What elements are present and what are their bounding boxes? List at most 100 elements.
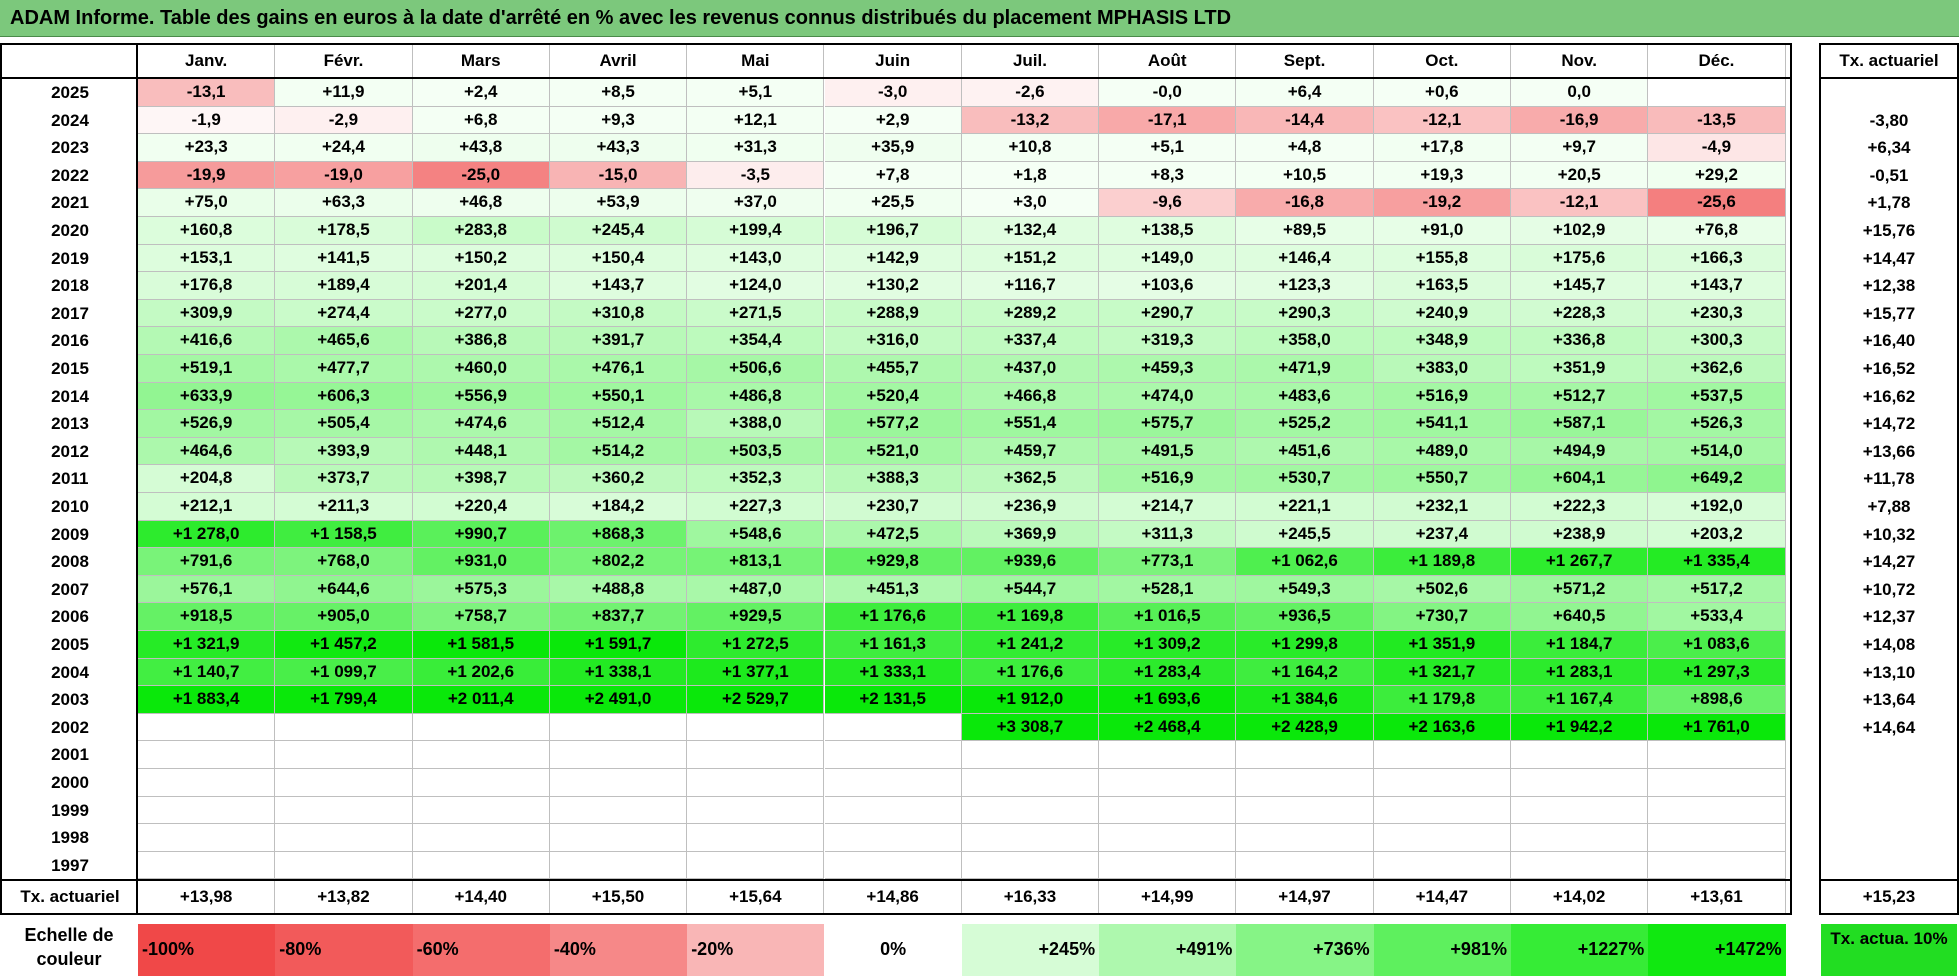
table-cell[interactable]: +116,7 (961, 272, 1100, 300)
table-cell[interactable]: +319,3 (1099, 327, 1237, 355)
table-cell[interactable] (1236, 769, 1374, 797)
table-cell[interactable] (1648, 769, 1786, 797)
table-cell[interactable]: +1 377,1 (687, 658, 825, 687)
table-cell[interactable]: +150,4 (549, 244, 688, 273)
table-cell[interactable]: +464,6 (138, 437, 276, 466)
table-cell[interactable]: +459,3 (1099, 355, 1237, 383)
table-cell[interactable]: -1,9 (138, 106, 276, 135)
table-cell[interactable] (138, 713, 276, 742)
table-cell[interactable]: +316,0 (824, 327, 962, 355)
table-cell[interactable]: +237,4 (1373, 520, 1511, 549)
table-cell[interactable] (1373, 741, 1511, 769)
table-cell[interactable]: +145,7 (1511, 272, 1649, 300)
table-cell[interactable]: +466,8 (961, 382, 1100, 411)
table-cell[interactable]: +451,3 (824, 575, 962, 604)
table-cell[interactable]: +142,9 (824, 244, 962, 273)
table-cell[interactable]: +516,9 (1099, 465, 1237, 493)
table-cell[interactable]: +758,7 (412, 603, 550, 631)
table-cell[interactable]: +472,5 (824, 520, 962, 549)
table-cell[interactable]: +773,1 (1099, 548, 1237, 576)
table-cell[interactable]: +37,0 (687, 189, 825, 217)
table-cell[interactable]: -19,9 (138, 161, 276, 190)
table-cell[interactable]: -2,9 (275, 106, 413, 135)
table-cell[interactable]: +2 011,4 (412, 686, 550, 714)
table-cell[interactable] (1648, 79, 1786, 107)
table-cell[interactable]: -12,1 (1373, 106, 1511, 135)
table-cell[interactable] (687, 796, 825, 825)
table-cell[interactable]: +0,6 (1373, 79, 1511, 107)
table-cell[interactable]: +575,7 (1099, 410, 1237, 438)
table-cell[interactable] (824, 796, 962, 825)
table-cell[interactable]: +730,7 (1373, 603, 1511, 631)
table-cell[interactable]: +476,1 (549, 355, 688, 383)
table-cell[interactable] (961, 741, 1100, 769)
table-cell[interactable]: +1 164,2 (1236, 658, 1374, 687)
table-cell[interactable]: +802,2 (549, 548, 688, 576)
table-cell[interactable] (1648, 824, 1786, 852)
table-cell[interactable]: +459,7 (961, 437, 1100, 466)
table-cell[interactable] (1236, 796, 1374, 825)
table-cell[interactable]: -19,0 (275, 161, 413, 190)
table-cell[interactable]: +2 131,5 (824, 686, 962, 714)
table-cell[interactable]: +360,2 (549, 465, 688, 493)
table-cell[interactable] (1373, 796, 1511, 825)
table-cell[interactable]: +358,0 (1236, 327, 1374, 355)
table-cell[interactable]: +837,7 (549, 603, 688, 631)
table-cell[interactable] (1099, 851, 1237, 880)
table-cell[interactable]: +141,5 (275, 244, 413, 273)
table-cell[interactable]: +549,3 (1236, 575, 1374, 604)
table-cell[interactable]: +300,3 (1648, 327, 1786, 355)
table-cell[interactable]: +448,1 (412, 437, 550, 466)
table-cell[interactable]: +178,5 (275, 217, 413, 245)
table-cell[interactable] (275, 824, 413, 852)
table-cell[interactable]: +577,2 (824, 410, 962, 438)
table-cell[interactable]: +1 099,7 (275, 658, 413, 687)
table-cell[interactable]: +143,0 (687, 244, 825, 273)
table-cell[interactable]: +1 321,7 (1373, 658, 1511, 687)
table-cell[interactable] (824, 713, 962, 742)
table-cell[interactable]: +245,5 (1236, 520, 1374, 549)
table-cell[interactable]: +1 283,1 (1511, 658, 1649, 687)
table-cell[interactable]: +483,6 (1236, 382, 1374, 411)
table-cell[interactable]: +7,8 (824, 161, 962, 190)
table-cell[interactable]: +175,6 (1511, 244, 1649, 273)
table-cell[interactable] (138, 824, 276, 852)
table-cell[interactable]: -19,2 (1373, 189, 1511, 217)
table-cell[interactable]: +1 161,3 (824, 631, 962, 659)
table-cell[interactable]: +311,3 (1099, 520, 1237, 549)
table-cell[interactable]: +868,3 (549, 520, 688, 549)
table-cell[interactable]: +548,6 (687, 520, 825, 549)
table-cell[interactable]: +290,3 (1236, 299, 1374, 328)
table-cell[interactable]: +1 283,4 (1099, 658, 1237, 687)
table-cell[interactable]: +245,4 (549, 217, 688, 245)
table-cell[interactable]: +1 179,8 (1373, 686, 1511, 714)
table-cell[interactable]: +211,3 (275, 493, 413, 521)
table-cell[interactable]: +102,9 (1511, 217, 1649, 245)
table-cell[interactable] (549, 851, 688, 880)
table-cell[interactable]: +1 176,6 (961, 658, 1100, 687)
table-cell[interactable]: +150,2 (412, 244, 550, 273)
table-cell[interactable]: +23,3 (138, 134, 276, 162)
table-cell[interactable]: +2,9 (824, 106, 962, 135)
table-cell[interactable] (687, 713, 825, 742)
table-cell[interactable] (138, 796, 276, 825)
table-cell[interactable]: +43,3 (549, 134, 688, 162)
table-cell[interactable]: -4,9 (1648, 134, 1786, 162)
table-cell[interactable]: +391,7 (549, 327, 688, 355)
table-cell[interactable]: +918,5 (138, 603, 276, 631)
table-cell[interactable]: +533,4 (1648, 603, 1786, 631)
table-cell[interactable]: +502,6 (1373, 575, 1511, 604)
table-cell[interactable]: +362,5 (961, 465, 1100, 493)
table-cell[interactable]: +196,7 (824, 217, 962, 245)
table-cell[interactable]: +514,2 (549, 437, 688, 466)
table-cell[interactable]: +528,1 (1099, 575, 1237, 604)
table-cell[interactable] (1648, 851, 1786, 880)
table-cell[interactable] (549, 769, 688, 797)
table-cell[interactable]: +289,2 (961, 299, 1100, 328)
table-cell[interactable]: +1 384,6 (1236, 686, 1374, 714)
table-cell[interactable]: +1 351,9 (1373, 631, 1511, 659)
table-cell[interactable]: +184,2 (549, 493, 688, 521)
table-cell[interactable]: +143,7 (1648, 272, 1786, 300)
table-cell[interactable]: +203,2 (1648, 520, 1786, 549)
table-cell[interactable]: -13,5 (1648, 106, 1786, 135)
